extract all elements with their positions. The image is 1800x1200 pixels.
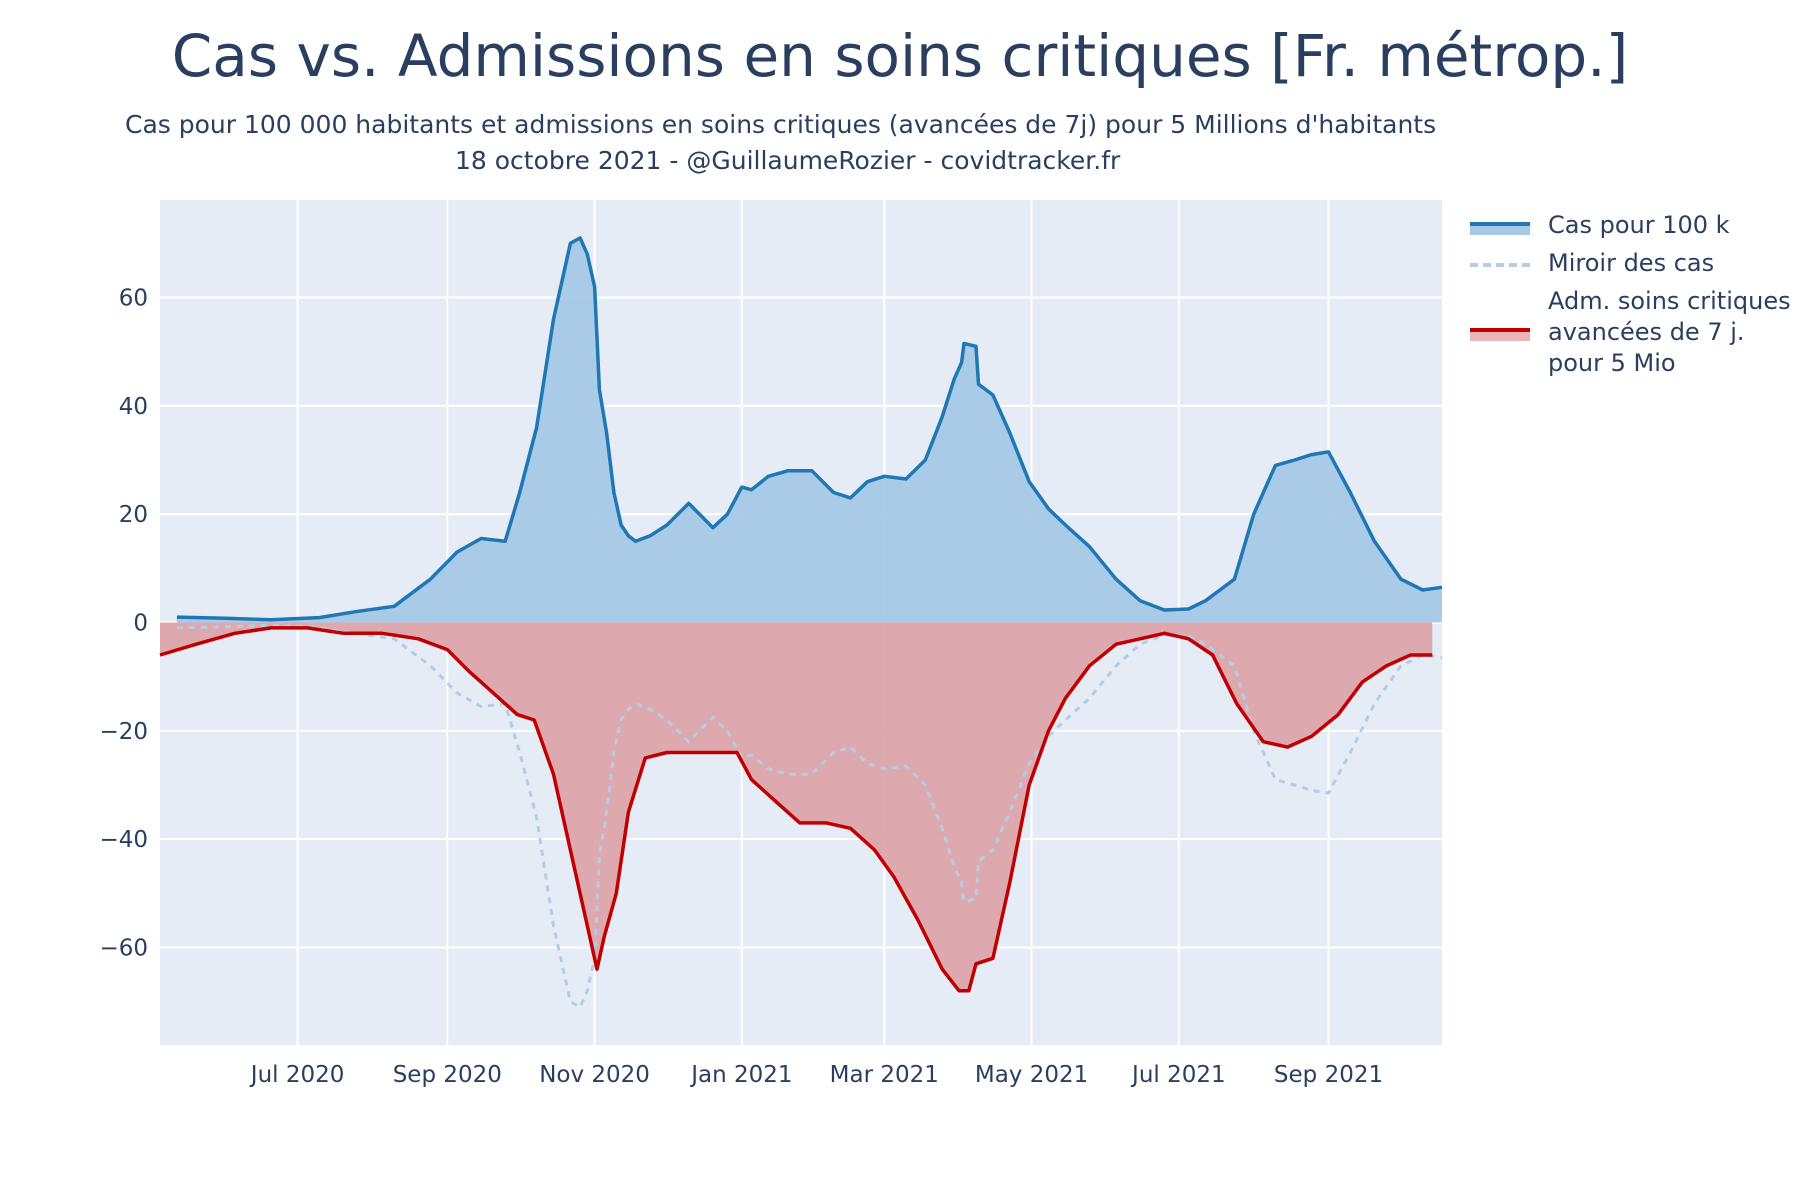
y-tick-label: 0 bbox=[133, 611, 148, 637]
legend-label-icu-line2: avancées de 7 j. bbox=[1548, 318, 1745, 346]
cases-area bbox=[176, 237, 1442, 623]
y-tick-label: −60 bbox=[99, 936, 148, 962]
x-axis-tick-labels: Jul 2020 Sep 2020 Nov 2020 Jan 2021 Mar 2021… bbox=[249, 1062, 1383, 1088]
y-tick-label: 60 bbox=[119, 286, 148, 312]
x-tick-label: Jul 2021 bbox=[1130, 1062, 1226, 1088]
y-axis-tick-labels: 60 40 20 0 −20 −40 −60 bbox=[99, 286, 148, 962]
y-tick-label: 20 bbox=[119, 502, 148, 528]
x-tick-label: May 2021 bbox=[975, 1062, 1088, 1088]
legend-swatch-cases bbox=[1470, 222, 1530, 235]
x-tick-label: Sep 2021 bbox=[1274, 1062, 1383, 1088]
legend-label-icu-line3: pour 5 Mio bbox=[1548, 349, 1676, 377]
chart-subtitle-line1: Cas pour 100 000 habitants et admissions… bbox=[125, 110, 1437, 139]
cases-line bbox=[176, 236, 1443, 622]
legend-label-icu: Adm. soins critiques avancées de 7 j. po… bbox=[1548, 286, 1791, 379]
legend-swatch-icu bbox=[1470, 328, 1530, 341]
chart-title: Cas vs. Admissions en soins critiques [F… bbox=[171, 22, 1629, 90]
y-tick-label: −20 bbox=[99, 719, 148, 745]
legend-label-icu-line1: Adm. soins critiques bbox=[1548, 287, 1791, 315]
icu-admissions-area bbox=[160, 622, 1433, 991]
x-tick-label: Jul 2020 bbox=[249, 1062, 345, 1088]
legend-label-mirror: Miroir des cas bbox=[1548, 249, 1715, 277]
x-tick-label: Mar 2021 bbox=[830, 1062, 939, 1088]
mirror-cases-line bbox=[176, 623, 1443, 1010]
x-tick-label: Nov 2020 bbox=[539, 1062, 650, 1088]
y-tick-label: 40 bbox=[119, 394, 148, 420]
icu-admissions-line bbox=[159, 626, 1433, 993]
x-tick-label: Jan 2021 bbox=[689, 1062, 792, 1088]
y-tick-label: −40 bbox=[99, 827, 148, 853]
x-tick-label: Sep 2020 bbox=[393, 1062, 502, 1088]
legend-swatch-mirror bbox=[1470, 263, 1530, 267]
legend-label-cases: Cas pour 100 k bbox=[1548, 211, 1730, 239]
chart-subtitle-line2: 18 octobre 2021 - @GuillaumeRozier - cov… bbox=[455, 146, 1121, 175]
